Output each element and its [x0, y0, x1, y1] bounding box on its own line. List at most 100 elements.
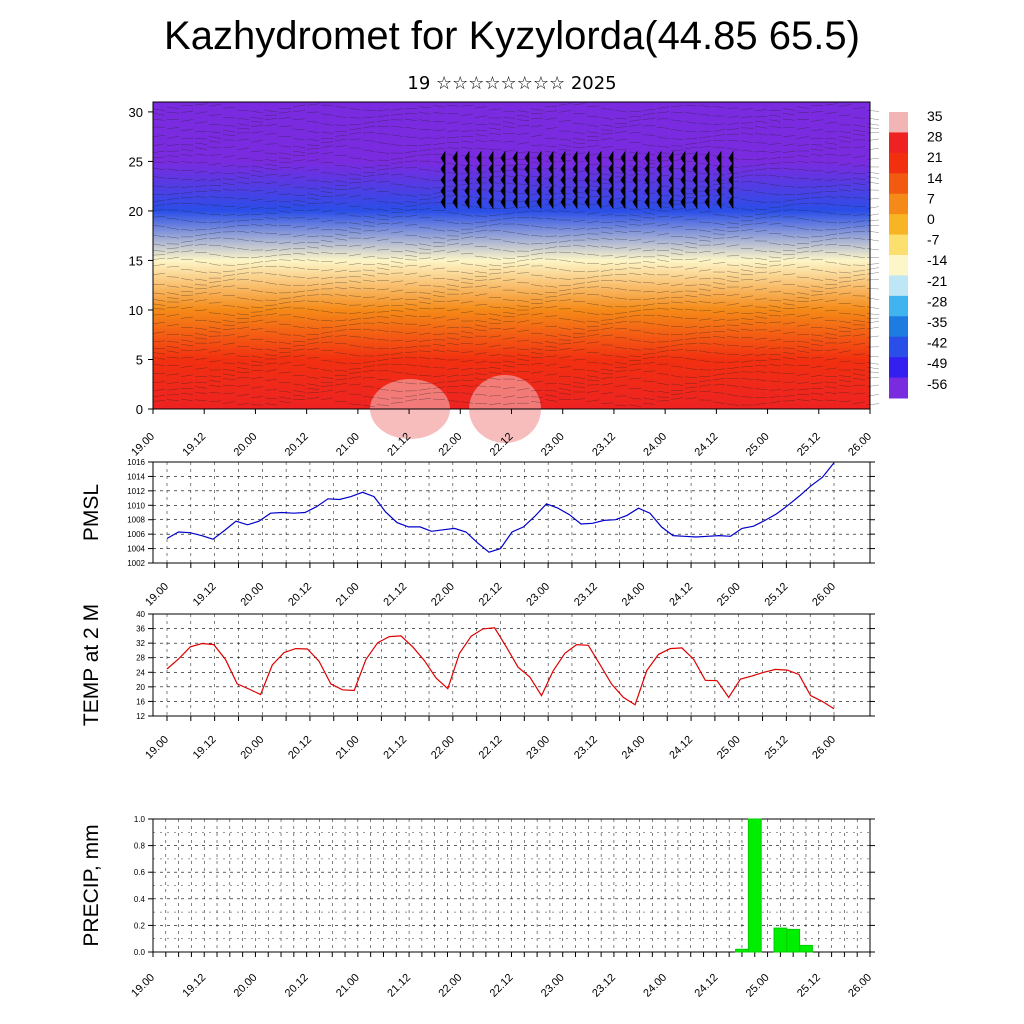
wind-barb [500, 172, 506, 188]
pmsl-y-tick-label: 1010 [127, 501, 145, 510]
streamline [152, 348, 880, 359]
x-tick-label: 20.12 [283, 431, 311, 459]
pmsl-y-tick-label: 1006 [127, 530, 145, 539]
streamline [152, 299, 880, 310]
streamline [152, 305, 880, 317]
wind-barb [692, 183, 698, 199]
cross-section-field [153, 102, 870, 409]
wind-barb [644, 194, 650, 210]
pmsl-x-tick-label: 25.12 [763, 581, 791, 609]
wind-barb [488, 194, 494, 210]
wind-barb [452, 150, 458, 166]
wind-barb [656, 150, 662, 166]
precip-x-tick-label: 24.12 [693, 972, 721, 1000]
pmsl-x-tick-label: 19.12 [191, 581, 219, 609]
wind-barb [668, 161, 674, 177]
colorbar-swatch [889, 152, 908, 174]
precip-x-tick-label: 25.12 [795, 972, 823, 1000]
precip-bar [735, 948, 749, 953]
wind-barb [572, 183, 578, 199]
precip-x-tick-label: 24.00 [641, 972, 669, 1000]
wind-barb [452, 161, 458, 177]
wind-barb [512, 183, 518, 199]
wind-barb [500, 183, 506, 199]
x-tick-label: 19.12 [180, 431, 208, 459]
wind-barb [608, 194, 614, 210]
wind-barb [728, 172, 734, 188]
wind-barb [608, 183, 614, 199]
temp-ylabel: TEMP at 2 M [80, 604, 103, 726]
x-tick-label: 24.00 [641, 431, 669, 459]
streamline [152, 228, 880, 239]
colorbar-label: -14 [927, 252, 947, 268]
pmsl-x-tick-label: 24.00 [620, 581, 648, 609]
wind-barb [584, 161, 590, 177]
wind-barb [692, 172, 698, 188]
precip-y-tick-label: 0.0 [134, 948, 146, 957]
page-title: Kazhydromet for Kyzylorda(44.85 65.5) [164, 14, 860, 58]
streamline [152, 243, 880, 254]
colorbar-swatch [889, 193, 908, 215]
streamline [152, 375, 880, 386]
wind-barb [440, 150, 446, 166]
temp-y-tick-label: 40 [136, 610, 145, 619]
wind-barb [728, 183, 734, 199]
temp-x-tick-label: 19.00 [143, 734, 171, 762]
wind-barb [500, 150, 506, 166]
streamline [152, 319, 880, 330]
wind-barb [536, 183, 542, 199]
wind-barb [512, 172, 518, 188]
wind-barb [716, 150, 722, 166]
precip-ylabel: PRECIP, mm [80, 824, 103, 946]
wind-barb [632, 172, 638, 188]
wind-barb [668, 150, 674, 166]
precip-bar [786, 928, 801, 953]
colorbar-label: -56 [927, 376, 947, 392]
colorbar-swatch [889, 234, 908, 256]
wind-barb [464, 194, 470, 210]
precip-y-tick-label: 0.6 [134, 868, 146, 877]
wind-barb [488, 172, 494, 188]
precip-bar [773, 927, 788, 953]
colorbar-label: 0 [927, 211, 935, 227]
pmsl-series-line [166, 462, 835, 553]
precip-x-tick-label: 23.00 [539, 972, 567, 1000]
wind-barb [692, 194, 698, 210]
colorbar-label: 28 [927, 129, 943, 145]
wind-barb [632, 183, 638, 199]
colorbar-swatch [889, 255, 908, 276]
precip-y-tick-label: 1.0 [134, 815, 146, 824]
wind-barb [536, 161, 542, 177]
wind-barb [476, 172, 482, 188]
wind-barb [548, 194, 554, 210]
wind-barb [524, 183, 530, 199]
wind-barb [584, 172, 590, 188]
wind-barb [704, 150, 710, 166]
wind-barb [572, 172, 578, 188]
wind-barb [608, 161, 614, 177]
pmsl-y-tick-label: 1014 [127, 472, 145, 481]
wind-barb [596, 161, 602, 177]
wind-barb [512, 161, 518, 177]
streamline [152, 214, 880, 226]
wind-barb [488, 183, 494, 199]
wind-barb [608, 172, 614, 188]
streamline [152, 145, 880, 156]
y-tick-label: 20 [129, 204, 143, 219]
pmsl-y-tick-label: 1008 [127, 516, 145, 525]
wind-barb [488, 150, 494, 166]
wind-barb [548, 150, 554, 166]
x-tick-label: 26.00 [846, 431, 874, 459]
streamline [152, 270, 880, 281]
pmsl-x-tick-label: 23.00 [524, 581, 552, 609]
wind-barb [668, 183, 674, 199]
precip-x-tick-label: 26.00 [846, 972, 874, 1000]
wind-barb [560, 183, 566, 199]
wind-barb [440, 161, 446, 177]
temp-x-tick-label: 21.00 [334, 734, 362, 762]
streamline [152, 130, 880, 142]
streamline [152, 368, 880, 379]
colorbar-label: 21 [927, 149, 943, 165]
y-tick-label: 15 [129, 253, 143, 268]
pmsl-x-tick-label: 24.12 [667, 581, 695, 609]
